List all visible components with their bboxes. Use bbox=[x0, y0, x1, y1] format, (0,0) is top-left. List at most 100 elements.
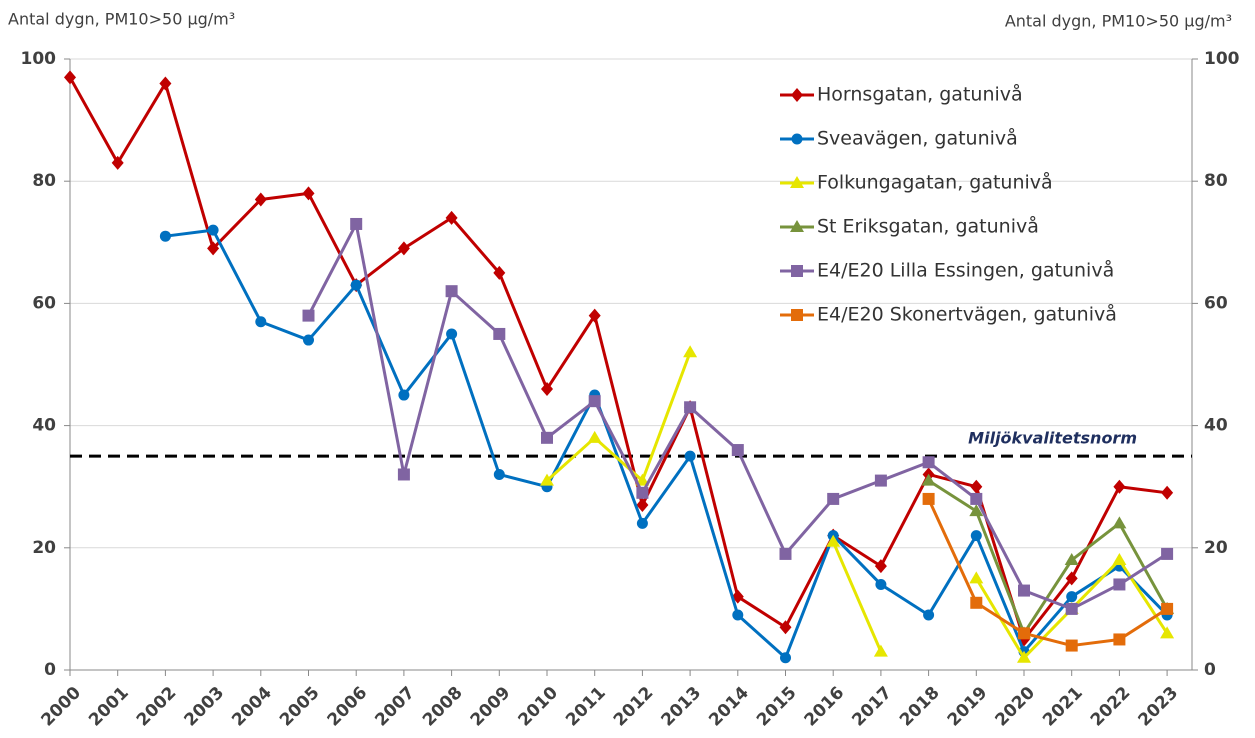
marker bbox=[588, 308, 601, 323]
marker bbox=[969, 504, 984, 517]
x-tick-label: 2006 bbox=[324, 683, 372, 731]
marker bbox=[207, 224, 219, 236]
marker bbox=[350, 279, 362, 291]
marker bbox=[791, 88, 803, 102]
marker bbox=[636, 486, 649, 499]
marker bbox=[636, 517, 648, 529]
legend-label: Sveavägen, gatunivå bbox=[817, 127, 1018, 150]
marker bbox=[1017, 650, 1031, 663]
marker bbox=[1018, 584, 1030, 597]
marker bbox=[1112, 553, 1127, 566]
marker bbox=[874, 474, 887, 487]
y2-tick-label: 60 bbox=[1204, 293, 1228, 313]
marker bbox=[1113, 633, 1126, 646]
marker bbox=[302, 186, 315, 201]
series-line bbox=[68, 76, 1168, 641]
y-axis-title: Antal dygn, PM10>50 µg/m³ bbox=[8, 10, 235, 29]
marker bbox=[588, 395, 601, 408]
marker bbox=[873, 644, 888, 657]
marker bbox=[779, 620, 792, 635]
marker bbox=[397, 468, 410, 481]
marker bbox=[303, 334, 314, 346]
marker bbox=[923, 609, 935, 621]
marker bbox=[791, 309, 803, 321]
series-line bbox=[927, 498, 1168, 648]
y-tick-label: 100 bbox=[21, 49, 57, 69]
marker bbox=[970, 479, 983, 494]
x-tick-label: 2015 bbox=[753, 683, 801, 731]
y-tick-label: 80 bbox=[32, 171, 56, 191]
x-tick-label: 2022 bbox=[1087, 683, 1135, 731]
marker bbox=[1161, 485, 1174, 500]
y2-tick-label: 80 bbox=[1204, 171, 1228, 191]
marker bbox=[445, 285, 458, 298]
legend-label: E4/E20 Skonertvägen, gatunivå bbox=[817, 303, 1117, 326]
y2-tick-label: 40 bbox=[1204, 416, 1228, 436]
x-tick-label: 2014 bbox=[705, 683, 753, 731]
marker bbox=[969, 571, 984, 584]
y2-axis-title: Antal dygn, PM10>50 µg/m³ bbox=[1005, 12, 1232, 31]
marker bbox=[1018, 627, 1030, 640]
y-tick-label: 20 bbox=[32, 538, 56, 558]
marker bbox=[493, 265, 506, 280]
x-tick-label: 2013 bbox=[658, 683, 706, 731]
marker bbox=[970, 492, 983, 505]
marker bbox=[1065, 602, 1078, 615]
x-tick-label: 2003 bbox=[181, 683, 229, 731]
marker bbox=[779, 547, 792, 560]
marker bbox=[159, 76, 172, 91]
marker bbox=[1161, 547, 1174, 560]
legend-label: Folkungagatan, gatunivå bbox=[817, 171, 1053, 194]
x-tick-label: 2011 bbox=[562, 683, 610, 731]
x-tick-label: 2018 bbox=[896, 683, 944, 731]
x-tick-label: 2020 bbox=[991, 683, 1039, 731]
x-tick-label: 2008 bbox=[419, 683, 467, 731]
marker bbox=[780, 652, 791, 664]
x-tick-label: 2017 bbox=[848, 683, 896, 731]
marker bbox=[731, 444, 744, 457]
marker bbox=[350, 217, 363, 230]
marker bbox=[922, 492, 935, 505]
x-tick-label: 2000 bbox=[37, 683, 85, 731]
marker bbox=[541, 431, 553, 444]
marker bbox=[159, 230, 171, 242]
y-tick-label: 40 bbox=[32, 416, 56, 436]
marker bbox=[827, 492, 840, 505]
marker bbox=[64, 70, 76, 85]
x-tick-label: 2016 bbox=[801, 683, 849, 731]
marker bbox=[1065, 571, 1078, 586]
series-line bbox=[307, 222, 1168, 611]
marker bbox=[636, 498, 649, 513]
y2-tick-label: 0 bbox=[1204, 660, 1216, 680]
legend-label: E4/E20 Lilla Essingen, gatunivå bbox=[817, 259, 1114, 282]
marker bbox=[874, 559, 887, 574]
marker bbox=[791, 133, 803, 145]
marker bbox=[1161, 602, 1174, 615]
marker bbox=[493, 468, 505, 480]
marker bbox=[970, 596, 983, 609]
marker bbox=[255, 316, 267, 328]
marker bbox=[791, 265, 803, 277]
marker bbox=[445, 210, 458, 225]
y2-tick-label: 100 bbox=[1204, 49, 1240, 69]
marker bbox=[684, 450, 696, 462]
x-tick-label: 2012 bbox=[610, 683, 658, 731]
marker bbox=[111, 155, 124, 170]
marker bbox=[922, 456, 935, 469]
x-tick-label: 2007 bbox=[371, 683, 419, 731]
x-tick-label: 2021 bbox=[1039, 683, 1087, 731]
marker bbox=[1065, 639, 1078, 652]
marker bbox=[683, 345, 698, 358]
marker bbox=[921, 473, 936, 486]
marker bbox=[540, 473, 554, 486]
marker bbox=[541, 381, 553, 396]
marker bbox=[302, 309, 315, 322]
marker bbox=[826, 534, 841, 547]
x-tick-label: 2019 bbox=[944, 683, 992, 731]
x-tick-label: 2005 bbox=[276, 683, 324, 731]
x-tick-label: 2010 bbox=[514, 683, 562, 731]
marker bbox=[398, 389, 410, 401]
x-tick-label: 2001 bbox=[85, 683, 133, 731]
